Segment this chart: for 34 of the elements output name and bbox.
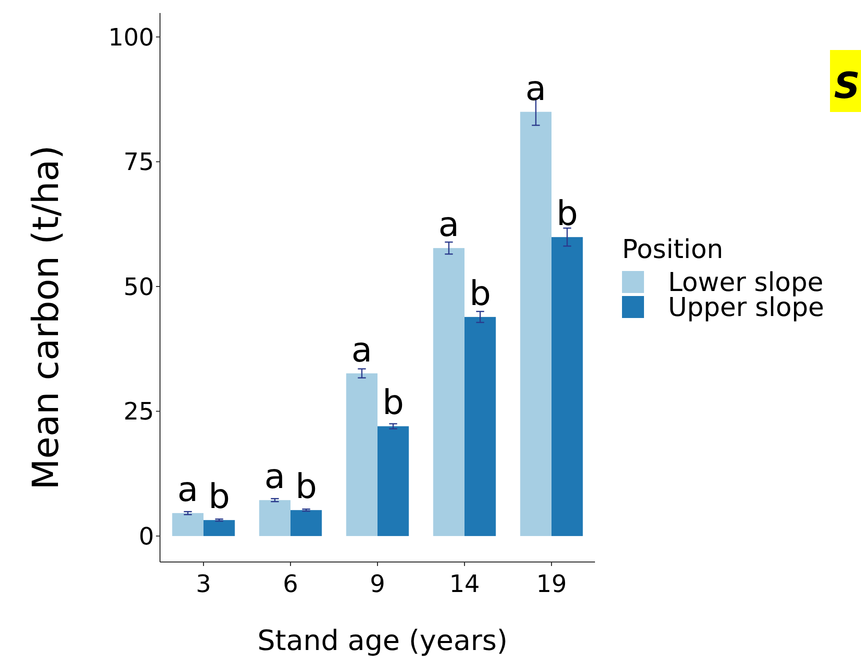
x-tick-label: 14: [449, 570, 480, 598]
x-tick-label: 19: [536, 570, 567, 598]
legend-title: Position: [622, 235, 724, 265]
y-tick-label: 75: [123, 148, 154, 176]
bar: [433, 248, 464, 536]
x-tick-label: 9: [370, 570, 386, 598]
y-axis-title: Mean carbon (t/ha): [26, 145, 67, 490]
annotation: a: [438, 205, 460, 246]
annotation: a: [351, 330, 372, 370]
annotation: b: [382, 383, 404, 424]
bar: [346, 373, 378, 536]
annotation: b: [208, 477, 230, 518]
annotation: b: [295, 467, 317, 508]
x-axis-title: Stand age (years): [257, 624, 508, 657]
bar: [204, 520, 235, 536]
text: S: [834, 66, 860, 107]
y-tick-label: 50: [123, 272, 154, 301]
bar: [520, 112, 552, 536]
x-tick-label: 3: [196, 570, 212, 598]
y-tick-label: 25: [123, 398, 154, 426]
bar: [464, 316, 496, 536]
x-tick-label: 6: [282, 570, 298, 598]
bar: [552, 237, 583, 536]
annotation: a: [177, 470, 198, 510]
bar: [172, 513, 204, 536]
bar: [259, 500, 290, 536]
annotation: b: [469, 274, 491, 314]
bar: [290, 510, 322, 536]
bar: [378, 426, 409, 536]
annotation: a: [525, 68, 546, 109]
annotation: b: [556, 194, 578, 234]
annotation: a: [264, 457, 286, 498]
y-tick-label: 100: [108, 23, 154, 52]
y-tick-label: 0: [138, 522, 154, 550]
